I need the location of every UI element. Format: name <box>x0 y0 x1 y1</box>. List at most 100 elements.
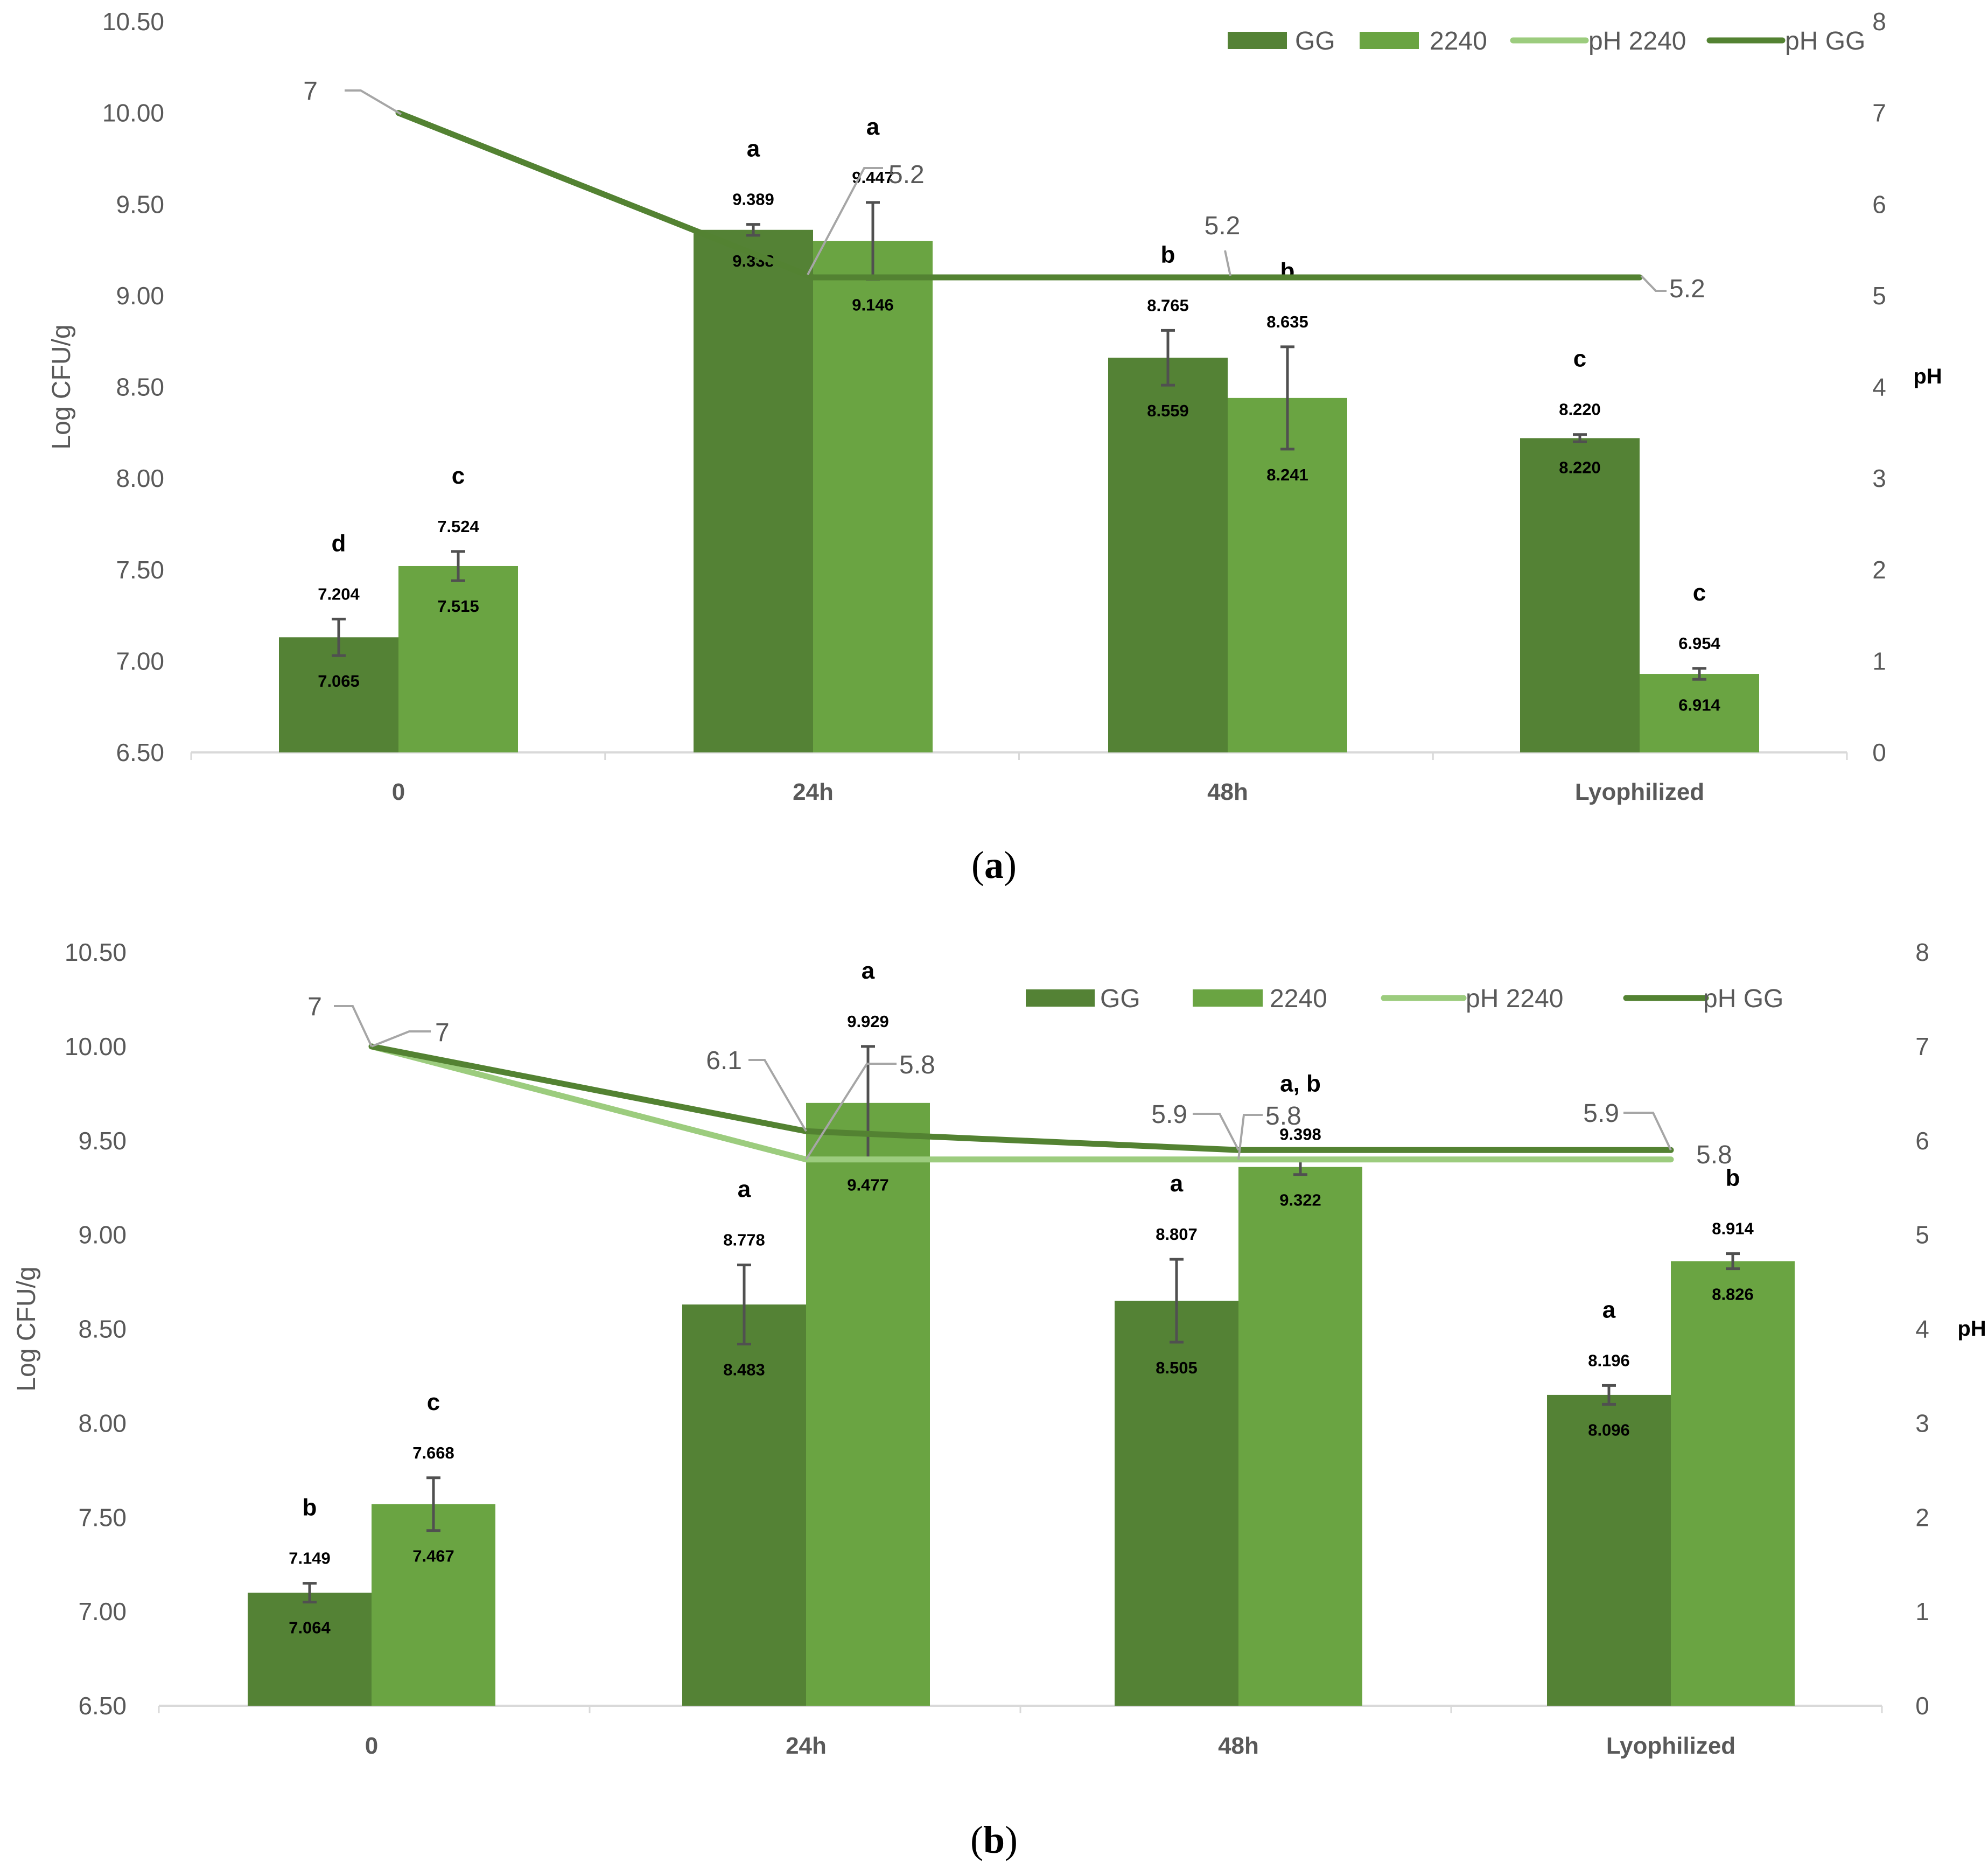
legend-label: pH GG <box>1785 27 1865 55</box>
significance-letter: c <box>452 463 465 489</box>
ph-value-label: 6.1 <box>706 1046 742 1075</box>
y-axis-title: Log CFU/g <box>12 1266 41 1391</box>
x-category-label: 0 <box>365 1733 378 1759</box>
bar-2240 <box>806 1103 930 1706</box>
ph-value-label: 5.8 <box>1696 1141 1732 1169</box>
significance-letter: b <box>1161 241 1175 268</box>
panel-a-caption: (a) <box>971 843 1017 887</box>
bar-gg <box>1115 1301 1238 1706</box>
bar-2240 <box>1640 674 1759 752</box>
significance-letter: b <box>1280 258 1295 284</box>
ph-label-leader <box>807 167 883 275</box>
bar-2240 <box>398 566 518 752</box>
legend-label: GG <box>1295 27 1335 55</box>
y2-tick-label: 2 <box>1915 1503 1929 1531</box>
y-tick-label: 6.50 <box>78 1692 127 1720</box>
ph-label-leader <box>748 1059 807 1132</box>
data-label-upper: 6.954 <box>1678 634 1720 653</box>
y-tick-label: 10.50 <box>65 938 127 966</box>
bar-2240 <box>1671 1261 1795 1706</box>
y2-tick-label: 6 <box>1872 190 1886 218</box>
bar-gg <box>682 1304 806 1706</box>
significance-letter: d <box>332 530 346 556</box>
x-category-label: 24h <box>786 1733 827 1759</box>
legend-label: pH 2240 <box>1466 985 1563 1013</box>
significance-letter: c <box>1573 346 1586 372</box>
data-label-upper: 7.149 <box>289 1549 331 1568</box>
data-label-upper: 8.807 <box>1156 1225 1198 1244</box>
ph-value-label: 5.8 <box>899 1051 935 1079</box>
y2-tick-label: 8 <box>1872 8 1886 36</box>
series-line-ph-2240 <box>368 1043 1674 1163</box>
significance-letter: b <box>303 1495 317 1521</box>
y2-tick-label: 1 <box>1915 1597 1929 1625</box>
ph-label-leader <box>345 89 402 115</box>
bar-2240 <box>813 241 933 753</box>
data-label-lower: 6.914 <box>1678 695 1720 714</box>
significance-letter: a <box>1602 1296 1616 1323</box>
y2-tick-label: 6 <box>1915 1127 1929 1155</box>
significance-letter: a <box>747 136 760 162</box>
y-tick-label: 6.50 <box>116 738 164 766</box>
data-label-lower: 8.241 <box>1266 465 1308 484</box>
y-axis-title: Log CFU/g <box>47 324 76 449</box>
significance-letter: a, b <box>1280 1071 1321 1097</box>
ph-label-leader <box>1193 1113 1240 1151</box>
data-label-lower: 9.477 <box>847 1176 889 1195</box>
significance-letter: c <box>1693 580 1706 606</box>
y-tick-label: 9.50 <box>78 1127 127 1155</box>
panel-b-caption: (b) <box>970 1818 1018 1861</box>
legend-swatch-2240 <box>1360 32 1419 49</box>
significance-letter: b <box>1726 1165 1740 1191</box>
bar-gg <box>248 1593 372 1706</box>
significance-letter: c <box>427 1389 440 1415</box>
y-tick-label: 7.00 <box>116 647 164 675</box>
ph-value-label: 5.2 <box>1669 275 1705 303</box>
y-tick-label: 8.50 <box>116 373 164 401</box>
ph-label-leader <box>1623 1112 1672 1151</box>
data-label-upper: 8.765 <box>1147 296 1189 315</box>
data-label-upper: 9.929 <box>847 1012 889 1031</box>
series-line-ph-gg <box>368 1043 1674 1153</box>
data-label-lower: 8.505 <box>1156 1358 1198 1377</box>
y-tick-label: 9.00 <box>116 282 164 310</box>
data-label-lower: 7.065 <box>318 672 360 690</box>
y2-tick-label: 4 <box>1872 373 1886 401</box>
data-label-upper: 7.668 <box>412 1443 454 1462</box>
legend-label: 2240 <box>1270 985 1327 1013</box>
bar-2240 <box>1238 1167 1362 1706</box>
data-label-lower: 8.559 <box>1147 401 1189 420</box>
legend-label: 2240 <box>1430 27 1487 55</box>
ph-value-label: 5.9 <box>1151 1100 1187 1129</box>
legend-label: GG <box>1100 985 1140 1013</box>
data-label-upper: 9.389 <box>732 190 774 209</box>
y2-tick-label: 1 <box>1872 647 1886 675</box>
y2-tick-label: 7 <box>1872 99 1886 127</box>
y2-tick-label: 0 <box>1915 1692 1929 1720</box>
y2-tick-label: 5 <box>1872 282 1886 310</box>
ph-value-label: 7 <box>303 77 318 106</box>
data-label-lower: 8.483 <box>723 1360 765 1379</box>
bar-2240 <box>1228 397 1347 752</box>
significance-letter: a <box>866 114 880 140</box>
ph-label-leader <box>334 1005 373 1047</box>
chart-panel-b: 6.50 7.00 7.50 8.00 8.50 9.00 9.50 10.00 10.50 0 1… <box>12 938 1986 1759</box>
x-category-label: Lyophilized <box>1606 1733 1735 1759</box>
data-label-lower: 8.096 <box>1588 1420 1630 1439</box>
y2-tick-label: 3 <box>1915 1409 1929 1437</box>
significance-letter: a <box>738 1176 751 1203</box>
data-label-upper: 8.196 <box>1588 1351 1630 1370</box>
bar-gg <box>1547 1394 1671 1706</box>
ph-label-leader <box>1640 275 1667 292</box>
data-label-upper: 8.220 <box>1559 400 1601 419</box>
series-line-ph-gg <box>395 110 1643 281</box>
legend-label: pH GG <box>1703 985 1783 1013</box>
data-label-upper: 7.204 <box>318 584 360 603</box>
x-category-label: 48h <box>1207 779 1248 805</box>
y-tick-label: 7.00 <box>78 1597 127 1625</box>
y2-axis-title: pH <box>1913 365 1942 388</box>
y-tick-label: 9.00 <box>78 1221 127 1249</box>
ph-label-leader <box>1224 250 1231 276</box>
significance-letter: a <box>862 958 875 984</box>
